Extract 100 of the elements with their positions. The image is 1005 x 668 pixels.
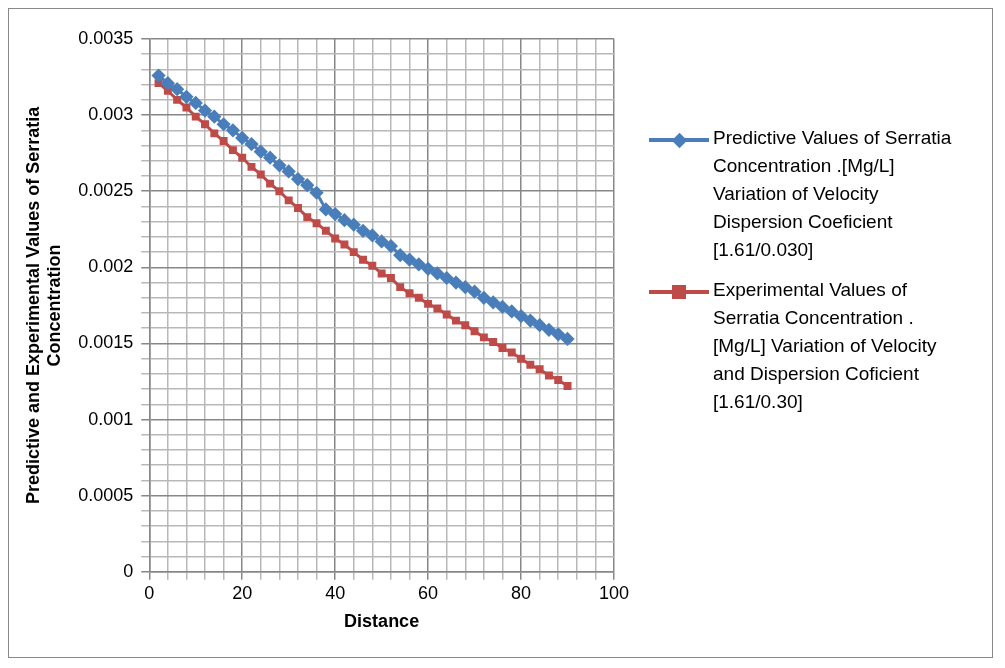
x-tick-label: 80: [511, 582, 532, 603]
point: [349, 248, 358, 257]
point: [312, 219, 321, 228]
point: [282, 164, 296, 178]
point: [507, 348, 516, 357]
point: [210, 129, 219, 138]
point: [470, 327, 479, 336]
y-tick-label: 0: [123, 560, 134, 581]
point: [452, 316, 460, 325]
point: [477, 291, 491, 305]
point: [375, 234, 389, 248]
point: [328, 207, 342, 221]
point: [458, 280, 472, 294]
point: [291, 172, 305, 186]
point: [321, 226, 330, 235]
point: [238, 153, 247, 162]
point: [461, 321, 470, 330]
point: [430, 266, 444, 280]
point: [393, 248, 407, 262]
point: [340, 240, 349, 249]
x-tick-label: 100: [598, 582, 630, 603]
point: [563, 382, 572, 391]
point: [544, 371, 553, 380]
point: [331, 234, 340, 243]
point: [284, 196, 293, 205]
x-tick-label: 40: [325, 582, 346, 603]
point: [551, 327, 565, 341]
point: [303, 213, 312, 222]
point: [189, 96, 203, 110]
point: [386, 274, 395, 282]
point: [319, 203, 333, 216]
y-tick-label: 0.0035: [78, 27, 134, 48]
point: [263, 151, 277, 165]
point: [479, 333, 488, 342]
point: [256, 170, 265, 179]
point: [405, 289, 414, 298]
point: [356, 224, 370, 238]
point: [245, 137, 258, 151]
point: [495, 300, 509, 314]
point: [433, 304, 442, 313]
point: [526, 360, 535, 369]
point: [517, 354, 526, 363]
point: [514, 309, 528, 323]
y-tick-label: 0.002: [88, 256, 134, 277]
point: [396, 283, 405, 292]
point: [384, 239, 398, 253]
point: [300, 178, 314, 192]
point: [337, 213, 351, 227]
point: [152, 69, 166, 83]
point: [377, 269, 386, 278]
legend-label: Experimental Values of Serratia Concentration .[Mg/L] Variation of Velocity and Dispersion Coficient [1.61/0.30]: [713, 278, 938, 414]
point: [533, 318, 547, 332]
y-tick-label: 0.0015: [78, 332, 134, 353]
point: [275, 187, 284, 196]
point: [266, 179, 275, 188]
point: [535, 365, 544, 374]
point: [523, 314, 537, 328]
point: [554, 376, 563, 384]
y-axis-title: Predictive and Experimental Values of Serratia Concentration: [22, 105, 65, 504]
point: [468, 285, 482, 299]
x-tick-label: 20: [232, 582, 253, 603]
point: [161, 76, 175, 90]
point: [247, 162, 256, 171]
point: [489, 337, 498, 346]
legend-label: Predictive Values of Serratia Concentration .[Mg/L] Variation of Velocity Dispersion Coeficient [1.61/0.030]: [713, 126, 953, 262]
point: [201, 120, 209, 129]
point: [254, 145, 268, 159]
point: [191, 112, 200, 121]
point: [347, 218, 361, 232]
point: [219, 137, 228, 145]
y-tick-label: 0.0005: [78, 484, 134, 505]
point: [198, 104, 212, 118]
point: [182, 103, 191, 112]
point: [226, 123, 240, 137]
point: [403, 253, 417, 267]
point: [542, 323, 556, 337]
y-tick-label: 0.003: [88, 104, 134, 125]
point: [228, 146, 237, 155]
point: [294, 204, 302, 212]
point: [486, 295, 500, 309]
point: [173, 95, 182, 104]
point: [272, 158, 286, 172]
point: [179, 90, 193, 104]
point: [440, 271, 454, 285]
point: [424, 299, 433, 308]
x-tick-label: 60: [418, 582, 439, 603]
point: [217, 117, 231, 131]
y-tick-label: 0.0025: [78, 180, 134, 201]
x-axis-title: Distance: [344, 611, 420, 632]
y-tick-label: 0.001: [88, 408, 134, 429]
point: [561, 332, 575, 346]
point: [414, 293, 423, 302]
point: [505, 304, 519, 318]
point: [498, 344, 507, 352]
point: [310, 186, 324, 200]
point: [368, 261, 377, 270]
point: [442, 310, 451, 319]
point: [235, 131, 249, 145]
x-tick-label: 0: [144, 582, 155, 603]
point: [365, 228, 379, 242]
